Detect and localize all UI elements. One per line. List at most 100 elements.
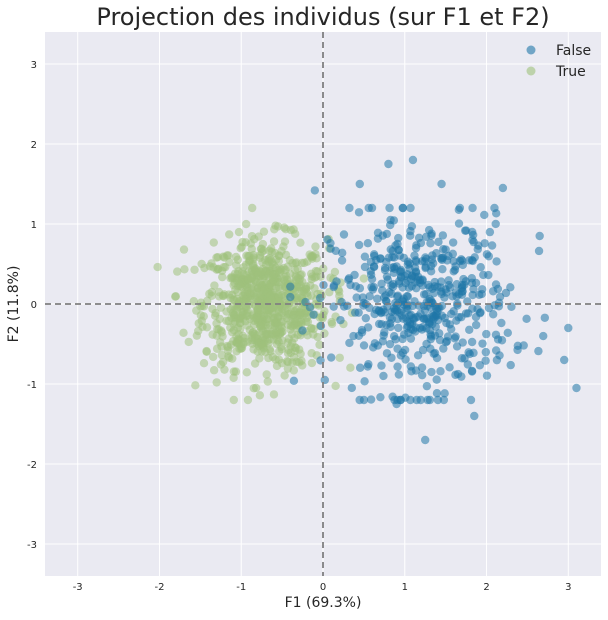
scatter-point [366,270,376,279]
scatter-point [418,322,428,332]
scatter-point [272,361,282,371]
legend: False True [526,43,591,80]
scatter-point [449,257,458,266]
scatter-point [396,265,406,275]
scatter-point [255,391,265,400]
scatter-point [266,304,276,313]
scatter-point [363,238,373,248]
scatter-point [478,339,487,348]
scatter-point [389,216,399,225]
scatter-point [480,239,489,248]
legend-marker [526,45,536,55]
scatter-point [354,240,364,250]
scatter-point [228,328,237,337]
scatter-point [345,338,354,348]
scatter-point [345,203,354,213]
scatter-point [274,347,284,356]
scatter-point [273,335,282,345]
scatter-point [327,319,337,329]
scatter-point [199,358,209,368]
scatter-point [468,203,477,213]
scatter-point [384,159,393,169]
scatter-point [429,311,439,321]
scatter-point [465,325,474,335]
scatter-point [293,264,302,274]
scatter-point [454,219,464,228]
scatter-point [279,242,288,251]
scatter-point [437,179,446,189]
scatter-point [231,252,241,262]
scatter-point [467,227,477,237]
scatter-point [440,293,449,302]
scatter-point [235,325,245,334]
scatter-point [335,353,344,362]
scatter-point [332,277,341,286]
scatter-point [302,313,312,322]
scatter-point [184,337,193,347]
scatter-point [482,371,492,380]
scatter-point [361,313,371,323]
scatter-point [414,312,423,321]
scatter-point [236,282,245,291]
x-tick-label: 0 [320,582,326,593]
scatter-point [376,392,385,402]
scatter-point [281,224,290,234]
legend-marker [526,66,536,76]
scatter-point [236,243,245,253]
scatter-point [220,290,229,299]
scatter-point [432,305,441,314]
scatter-point [355,179,364,189]
scatter-point [298,326,307,335]
scatter-point [365,303,374,313]
scatter-point [414,301,424,310]
scatter-point [458,256,467,265]
scatter-point [417,363,427,372]
scatter-point [200,263,209,273]
scatter-point [253,347,262,356]
scatter-point [286,282,295,291]
scatter-point [247,203,257,213]
scatter-point [403,317,412,326]
scatter-point [452,342,462,351]
scatter-point [471,320,481,330]
scatter-point [233,269,243,279]
scatter-point [355,363,365,372]
scatter-point [265,345,274,354]
scatter-point [467,337,477,347]
scatter-point [212,319,221,328]
scatter-point [263,310,273,319]
scatter-point [480,210,489,220]
scatter-point [468,290,477,300]
scatter-point [373,234,383,243]
scatter-point [327,353,336,362]
scatter-point [392,301,401,310]
scatter-point [320,375,330,385]
scatter-point [428,251,437,260]
scatter-point [433,395,443,405]
scatter-point [212,253,221,262]
scatter-point [208,352,218,362]
scatter-point [364,360,373,369]
scatter-point [451,332,460,341]
scatter-point [202,346,211,356]
scatter-point [408,155,418,165]
series-true [153,203,369,405]
scatter-point [427,367,436,377]
scatter-point [263,377,272,386]
scatter-point [513,345,522,355]
scatter-point [359,341,369,350]
scatter-point [190,265,199,274]
scatter-point [212,378,221,387]
scatter-point [311,242,320,251]
scatter-point [364,203,373,213]
scatter-point [434,237,443,247]
scatter-point [282,303,291,312]
scatter-point [203,296,212,306]
scatter-point [445,363,454,372]
scatter-point [394,370,404,379]
scatter-point [390,253,399,262]
scatter-point [273,222,283,231]
legend-label: False [556,43,591,59]
scatter-point [419,290,429,299]
y-tick-label: -3 [27,540,37,551]
